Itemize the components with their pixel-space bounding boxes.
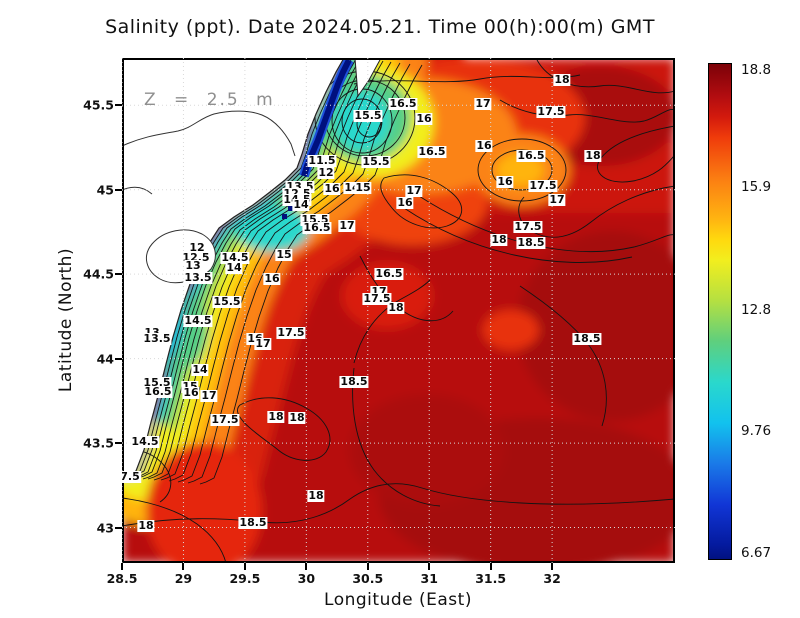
contour-label: 15.5 [361,155,391,168]
contour-label: 16 [496,175,514,188]
contour-label: 14 [225,261,243,274]
x-tick-label: 30 [297,571,316,586]
contour-label: 13 [184,259,202,272]
contour-label: 18.5 [516,236,546,249]
contour-label: 16 [396,196,414,209]
x-tick-label: 32 [543,571,561,586]
x-tick-mark [428,563,431,570]
contour-label: 16.5 [388,97,418,110]
contour-label: 12 [188,241,206,254]
contour-label: 18 [137,519,155,532]
depth-annotation: Z = 2.5 m [144,90,275,110]
contour-label: 18.5 [238,516,268,529]
contour-label: 17.5 [362,292,392,305]
contour-label: 16.5 [516,149,546,162]
contour-label: 17 [405,184,423,197]
colorbar-tick-label: 6.67 [741,544,772,561]
contour-label: 18 [307,489,325,502]
contour-label: 17.5 [528,179,558,192]
contour-label: 14 [191,363,209,376]
y-tick-label: 43.5 [83,435,114,451]
contour-label: 16.5 [374,267,404,280]
contour-label: 17.5 [276,326,306,339]
colorbar-tick-label: 15.9 [741,179,772,196]
contour-label: 16 [182,386,200,399]
contour-label: 17 [254,337,272,350]
contour-label: 17 [474,97,492,110]
contour-label: 16 [323,182,341,195]
y-axis-title: Latitude (North) [56,247,76,393]
contour-label: 18.5 [339,375,369,388]
contour-label: 14 [292,198,310,211]
x-tick-label: 30.5 [352,571,384,586]
chart-title: Salinity (ppt). Date 2024.05.21. Time 00… [105,16,655,38]
colorbar-tick-label: 9.76 [741,422,772,439]
x-tick-label: 28.5 [106,571,138,586]
contour-label: 18 [288,411,306,424]
contour-label: 14.5 [130,435,160,448]
y-tick-label: 44.5 [83,266,114,282]
spit-land [354,58,382,98]
contour-label: 16 [263,272,281,285]
contour-label: 18 [553,73,571,86]
y-tick-mark [115,526,122,529]
y-tick-mark [115,188,122,191]
contour-label: 13.5 [142,332,172,345]
colorbar-tick-label: 12.8 [741,302,772,318]
x-tick-mark [121,563,123,570]
y-tick-mark [115,442,122,445]
contour-label: 14.5 [220,251,250,264]
contour-label: 17.5 [536,105,566,118]
contour-label: 18 [584,149,602,162]
contour-label: 17.5 [513,220,543,233]
x-axis-title: Longitude (East) [324,590,472,610]
x-tick-mark [489,563,492,570]
contour-label: 17 [548,193,566,206]
x-tick-mark [366,563,369,570]
map-plot-area: 16.5 15.5 16 17 18 17.5 16 16.5 18 16.5 15.5 11.5 12… [122,58,675,563]
y-tick-label: 44 [96,351,114,367]
plot-border [122,58,675,563]
x-tick-label: 29.5 [229,571,261,586]
contour-label: 18 [490,233,508,246]
coastline [122,110,296,157]
contour-label: 16.5 [417,145,447,158]
y-tick-mark [115,357,122,360]
contour-label: 13.5 [183,271,213,284]
x-tick-mark [551,563,554,570]
x-tick-label: 29 [174,571,193,586]
y-tick-label: 45.5 [83,97,114,113]
x-tick-mark [182,563,185,570]
contour-label: 16 [475,139,493,152]
contour-label: 15.5 [353,109,383,122]
contour-label: 11.5 [307,154,337,167]
contour-label: 7.5 [122,471,141,483]
y-tick-label: 45 [96,182,114,198]
contour-label: 18 [387,301,405,314]
contour-label: 18.5 [572,332,602,345]
contour-label: 12 [317,166,335,179]
contour-label: 17 [200,389,218,402]
x-tick-mark [243,563,246,570]
y-tick-label: 43 [96,520,114,536]
y-tick-mark [115,273,122,276]
contour-label: 16.5 [143,385,173,398]
y-tick-mark [115,104,122,107]
x-tick-mark [305,563,308,570]
contour-lines [122,58,675,563]
x-tick-label: 31.5 [475,571,507,586]
x-tick-label: 31 [420,571,438,586]
contour-label: 16.5 [302,221,332,234]
contour-label: 17.5 [210,413,240,426]
contour-label: 14.5 [183,314,213,327]
contour-label: 15 [275,248,293,261]
contour-label: 17 [338,219,356,232]
colorbar-tick-label: 18.8 [741,61,772,78]
contour-label: 15 [354,181,372,194]
colorbar [708,63,732,560]
contour-label: 18 [267,410,285,423]
contour-label: 15.5 [212,295,242,308]
contour-label: 16 [415,112,433,125]
